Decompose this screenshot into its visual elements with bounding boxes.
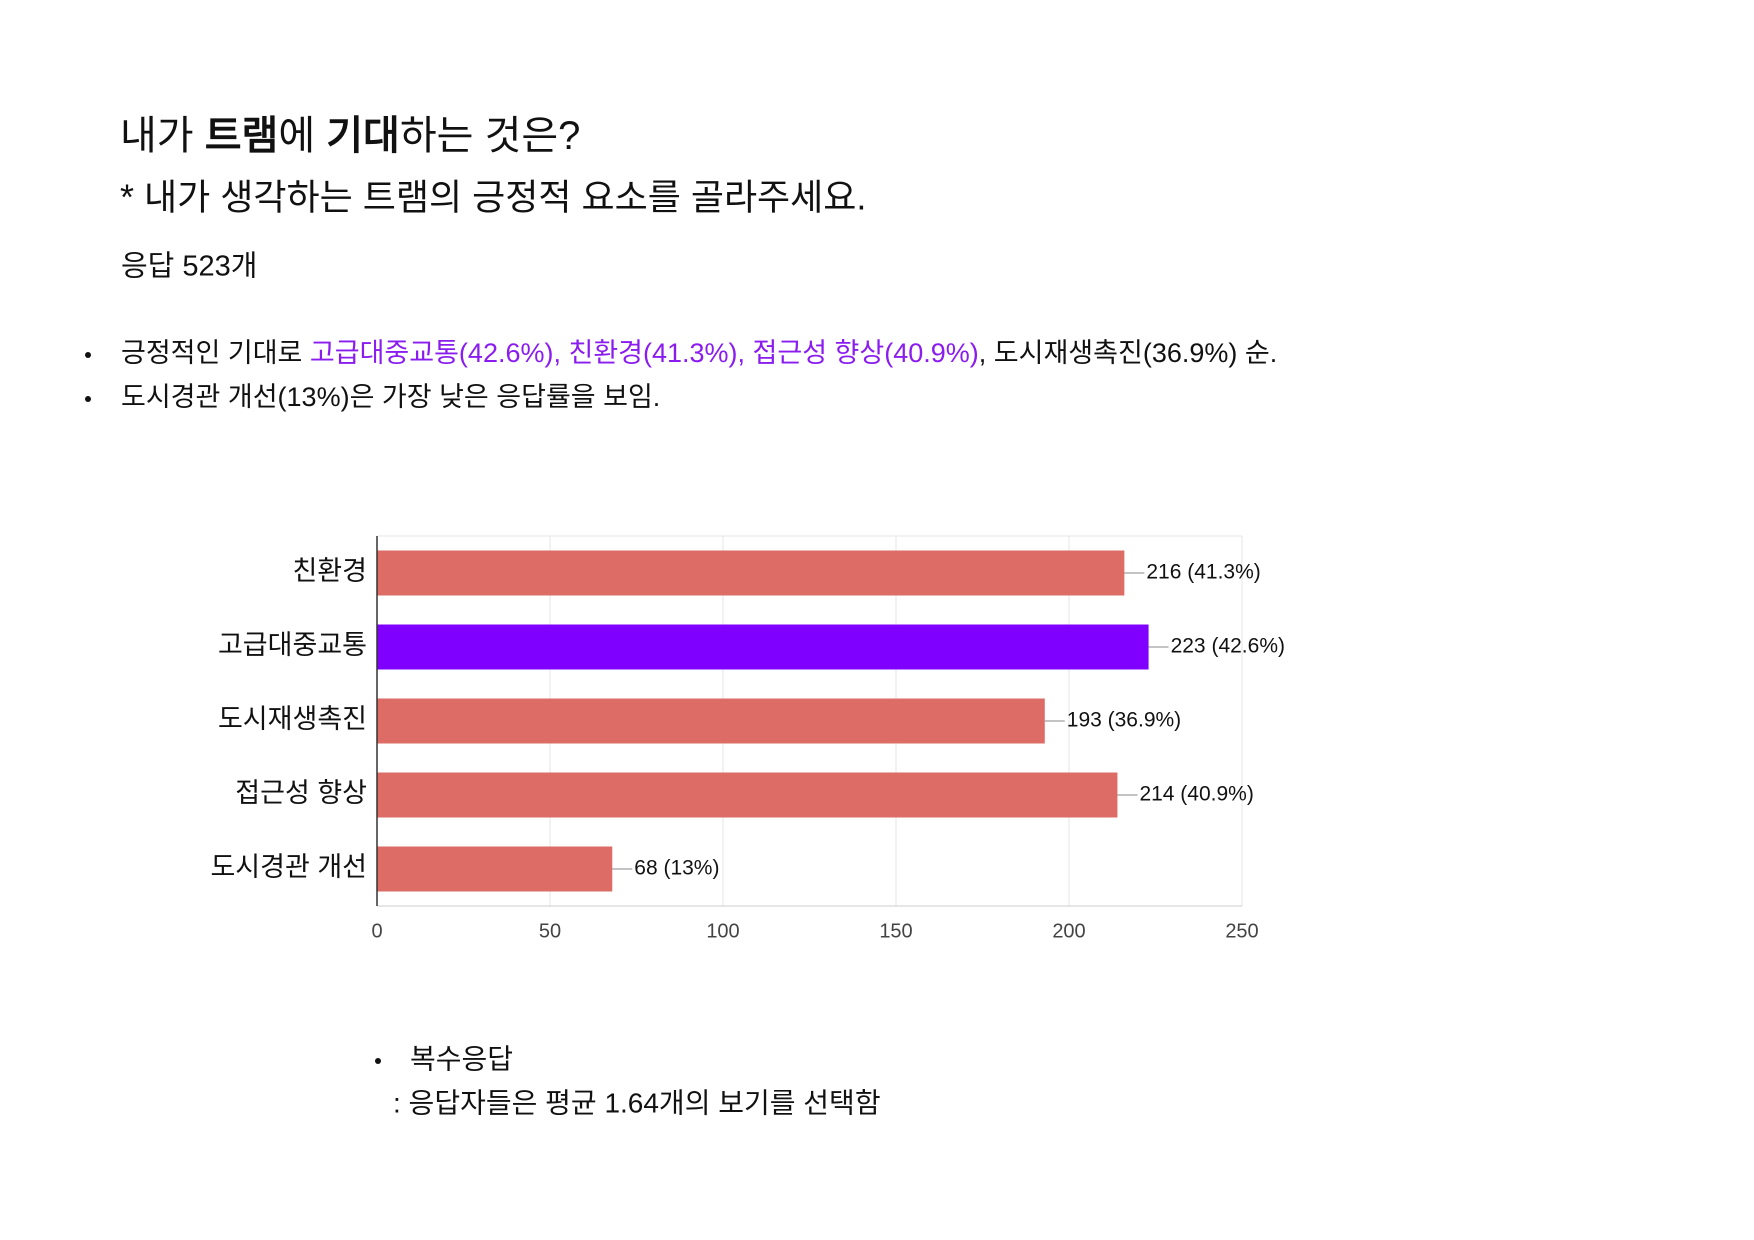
bar xyxy=(377,846,613,892)
value-label: 216 (41.3%) xyxy=(1146,561,1260,584)
x-tick-label: 150 xyxy=(879,920,912,942)
subtitle: * 내가 생각하는 트램의 긍정적 요소를 골라주세요. xyxy=(120,177,866,218)
bullet-dot xyxy=(85,352,91,358)
bullet-dot xyxy=(375,1058,381,1064)
y-tick-label: 친환경 xyxy=(292,556,367,586)
title-segment: 기대 xyxy=(326,114,400,158)
title-segment: 에 xyxy=(278,114,326,158)
x-tick-label: 250 xyxy=(1225,920,1258,942)
bar xyxy=(377,698,1045,744)
bar xyxy=(377,624,1149,670)
title-segment: 하는 것은? xyxy=(400,114,581,158)
title: 내가 트램에 기대하는 것은? xyxy=(120,114,580,158)
x-tick-label: 0 xyxy=(371,920,382,942)
value-label: 68 (13%) xyxy=(634,857,719,880)
bullet-segment: 고급대중교통(42.6%), 친환경(41.3%), 접근성 향상(40.9%) xyxy=(310,338,979,368)
bullet-segment: , 도시재생촉진(36.9%) 순. xyxy=(979,338,1277,368)
response-count: 응답 523개 xyxy=(121,251,257,283)
bullet-dot xyxy=(85,396,91,402)
value-label: 193 (36.9%) xyxy=(1067,709,1181,732)
x-tick-label: 200 xyxy=(1052,920,1085,942)
title-segment: 트램 xyxy=(205,114,279,158)
bar xyxy=(377,550,1125,596)
bullet-segment: 긍정적인 기대로 xyxy=(121,338,310,368)
y-tick-label: 도시재생촉진 xyxy=(218,704,367,734)
chart: 0 50 100 150 200 250 친환경 216 (41.3%) 고급대중교통 223 (… xyxy=(210,535,1285,942)
note-detail: : 응답자들은 평균 1.64개의 보기를 선택함 xyxy=(393,1087,881,1118)
note-bullet: 복수응답 xyxy=(410,1043,513,1074)
bar xyxy=(377,772,1118,818)
y-tick-label: 고급대중교통 xyxy=(218,630,367,660)
bullets: 긍정적인 기대로 고급대중교통(42.6%), 친환경(41.3%), 접근성 … xyxy=(85,338,1277,412)
bullet-text: 도시경관 개선(13%)은 가장 낮은 응답률을 보임. xyxy=(121,382,660,412)
x-tick-label: 100 xyxy=(706,920,739,942)
value-label: 214 (40.9%) xyxy=(1139,783,1253,806)
bullet-segment: 도시경관 개선(13%)은 가장 낮은 응답률을 보임. xyxy=(121,382,660,412)
title-segment: 내가 xyxy=(120,114,205,158)
y-tick-label: 접근성 향상 xyxy=(235,778,367,808)
bullet-text: 긍정적인 기대로 고급대중교통(42.6%), 친환경(41.3%), 접근성 … xyxy=(121,338,1277,368)
y-tick-label: 도시경관 개선 xyxy=(210,852,367,882)
x-tick-label: 50 xyxy=(539,920,561,942)
value-label: 223 (42.6%) xyxy=(1171,635,1285,658)
